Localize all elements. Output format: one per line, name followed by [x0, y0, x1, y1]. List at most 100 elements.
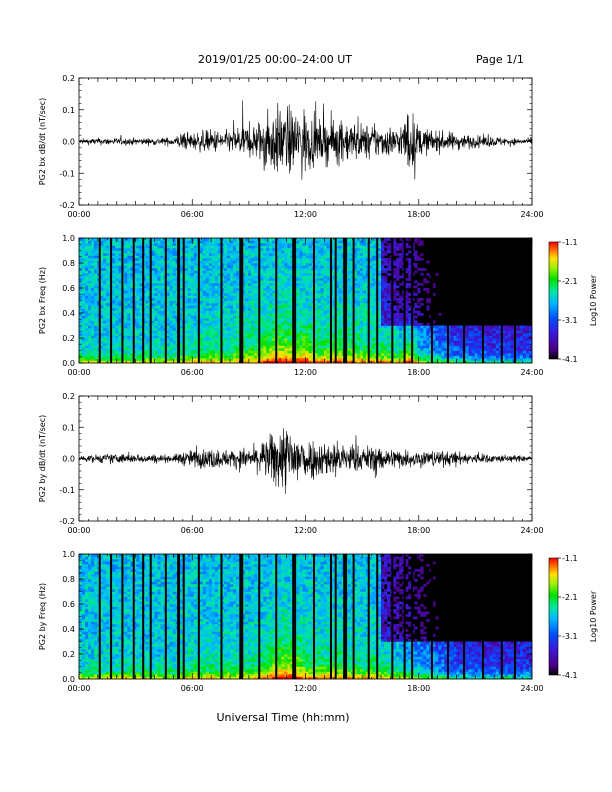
x-tick-label: 12:00	[294, 210, 317, 219]
x-tick-label: 24:00	[520, 210, 543, 219]
colorbar-tick-label: -2.1	[562, 277, 578, 286]
x-tick-label: 06:00	[181, 526, 204, 535]
y-tick-label: 0.0	[62, 455, 75, 464]
y-tick-label: 0.6	[62, 600, 75, 609]
x-tick-label: 00:00	[67, 526, 90, 535]
y-axis-label: PG2 bx Freq (Hz)	[38, 267, 47, 334]
y-tick-label: 1.0	[62, 550, 75, 559]
panels: 0.20.10.0-0.1-0.200:00 06:00 12:00 18:00 24:…	[38, 74, 598, 693]
data-gap-line	[463, 238, 466, 363]
data-gap-line	[329, 238, 332, 363]
data-gap-line	[367, 554, 370, 679]
data-gap-line	[197, 238, 200, 363]
data-gap-line	[294, 554, 297, 679]
bx-waveform-trace	[79, 100, 532, 180]
data-gap-line	[352, 554, 355, 679]
data-gap-line	[142, 238, 145, 363]
x-tick-label: 00:00	[67, 684, 90, 693]
y-axis-label: PG2 by dB/dt (nT/sec)	[38, 415, 47, 502]
data-gap-line	[500, 554, 503, 679]
data-gap-line	[391, 554, 394, 679]
colorbar-tick-label: -4.1	[562, 671, 578, 680]
x-tick-label: 24:00	[520, 526, 543, 535]
data-gap-line	[292, 554, 295, 679]
data-gap-line	[258, 238, 261, 363]
data-gap-line	[500, 238, 503, 363]
x-tick-label: 18:00	[407, 526, 430, 535]
y-tick-label: 0.0	[62, 138, 75, 147]
colorbar-tick-label: -2.1	[562, 593, 578, 602]
data-gap-line	[376, 554, 379, 679]
by-spectrogram-cells	[79, 554, 533, 680]
x-tick-label: 18:00	[407, 210, 430, 219]
data-gap-line	[178, 238, 181, 363]
data-gap-line	[241, 554, 244, 679]
y-tick-label: 0.1	[62, 423, 75, 432]
colorbar-label: Log10 Power	[589, 274, 598, 326]
data-gap-line	[178, 554, 181, 679]
data-gap-line	[110, 238, 113, 363]
data-gap-line	[345, 238, 348, 363]
data-gap-line	[447, 554, 450, 679]
data-gap-line	[121, 238, 124, 363]
data-gap-line	[220, 238, 223, 363]
data-gap-line	[275, 238, 278, 363]
data-gap-line	[345, 554, 348, 679]
x-tick-label: 12:00	[294, 684, 317, 693]
data-gap-line	[98, 554, 101, 679]
y-axis-label: PG2 by Freq (Hz)	[38, 583, 47, 650]
data-gap-line	[182, 554, 185, 679]
data-gap-line	[121, 554, 124, 679]
data-gap-line	[367, 238, 370, 363]
data-gap-line	[391, 238, 394, 363]
colorbar-tick-label: -1.1	[562, 554, 578, 563]
x-tick-label: 24:00	[520, 684, 543, 693]
x-tick-label: 06:00	[181, 210, 204, 219]
data-gap-line	[164, 238, 167, 363]
colorbar-label: Log10 Power	[589, 590, 598, 642]
y-tick-label: 0.4	[62, 625, 75, 634]
bx-waveform-panel: 0.2 0.1 0.0 -0.1 -0.200:00 06:00 12:00 18:00 24:…	[38, 74, 544, 219]
data-gap-line	[403, 554, 406, 679]
y-tick-label: -0.2	[59, 201, 75, 210]
data-gap-line	[447, 238, 450, 363]
page-title: 2019/01/25 00:00–24:00 UT	[197, 53, 353, 66]
x-tick-label: 18:00	[407, 684, 430, 693]
data-gap-line	[481, 554, 484, 679]
data-gap-line	[149, 238, 152, 363]
y-tick-label: 0.2	[62, 650, 75, 659]
y-tick-label: 0.8	[62, 259, 75, 268]
x-tick-label: 06:00	[181, 368, 204, 377]
data-gap-line	[411, 554, 414, 679]
y-tick-label: 0.4	[62, 309, 75, 318]
data-gap-line	[329, 554, 332, 679]
data-gap-line	[334, 238, 337, 363]
data-gap-line	[430, 554, 433, 679]
data-gap-line	[149, 554, 152, 679]
x-tick-label: 12:00	[294, 526, 317, 535]
y-tick-label: 0.0	[62, 359, 75, 368]
data-gap-line	[312, 554, 315, 679]
data-gap-line	[352, 238, 355, 363]
data-gap-line	[463, 554, 466, 679]
x-tick-label: 24:00	[520, 368, 543, 377]
colorbar	[548, 241, 559, 360]
y-tick-label: 0.2	[62, 334, 75, 343]
x-tick-label: 18:00	[407, 368, 430, 377]
data-gap-line	[312, 238, 315, 363]
x-axis-title: Universal Time (hh:mm)	[217, 711, 350, 724]
data-gap-line	[220, 554, 223, 679]
data-gap-line	[197, 554, 200, 679]
by-waveform-trace	[79, 428, 532, 494]
y-tick-label: -0.1	[59, 169, 75, 178]
colorbar-tick-label: -4.1	[562, 355, 578, 364]
data-gap-line	[481, 238, 484, 363]
x-tick-label: 00:00	[67, 210, 90, 219]
x-tick-label: 12:00	[294, 368, 317, 377]
data-gap-line	[110, 554, 113, 679]
data-gap-line	[294, 238, 297, 363]
data-gap-line	[258, 554, 261, 679]
by-waveform-panel: 0.2 0.1 0.0 -0.1 -0.200:00 06:00 12:00 18:00 24:…	[38, 392, 544, 535]
data-gap-line	[182, 238, 185, 363]
data-gap-line	[239, 554, 242, 679]
